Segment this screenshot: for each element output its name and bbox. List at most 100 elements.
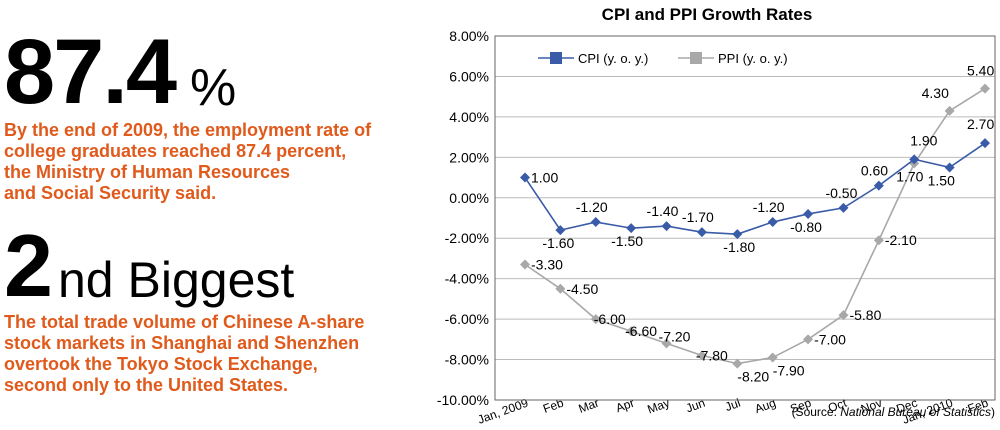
description-line: college graduates reached 87.4 percent, <box>4 141 347 161</box>
data-label: -1.80 <box>723 239 755 255</box>
source-note: (Source: National Bureau of Statistics) <box>792 405 995 419</box>
data-point <box>661 221 672 232</box>
x-tick-label: Feb <box>966 396 991 416</box>
percent-sign: % <box>190 59 237 117</box>
data-point <box>555 225 566 236</box>
data-label: -1.60 <box>542 235 574 251</box>
data-label: 1.50 <box>928 172 955 188</box>
data-label: 1.90 <box>910 132 937 148</box>
data-point <box>520 259 530 270</box>
description-line: By the end of 2009, the employment rate … <box>4 120 372 140</box>
rank-number: 2 <box>4 216 53 315</box>
x-tick-label: Jun <box>684 396 707 416</box>
source-suffix: ) <box>991 405 995 419</box>
chart-title: CPI and PPI Growth Rates <box>602 5 813 24</box>
cpi-series: 1.00-1.60-1.20-1.50-1.40 -1.70-1.80-1.20-… <box>520 116 994 255</box>
y-tick-label: 0.00% <box>449 190 489 206</box>
source-prefix: (Source: <box>792 405 841 419</box>
data-label: -7.90 <box>773 363 805 379</box>
y-tick-label: 8.00% <box>449 28 489 44</box>
y-tick-label: -2.00% <box>445 230 489 246</box>
data-point <box>873 235 884 246</box>
data-point <box>661 338 672 349</box>
data-label: -7.80 <box>696 348 728 364</box>
series-line <box>524 87 986 365</box>
plot-border <box>494 35 996 401</box>
data-point <box>803 334 814 345</box>
data-label: -4.50 <box>566 281 598 297</box>
data-point <box>980 138 990 149</box>
x-tick-label: Apr <box>614 396 636 416</box>
data-label: -7.20 <box>659 328 691 344</box>
data-point <box>873 180 884 191</box>
description-line: second only to the United States. <box>4 375 289 395</box>
rank-suffix: nd Biggest <box>58 252 295 308</box>
data-point <box>555 283 566 294</box>
x-tick-label: Nov <box>859 396 884 416</box>
data-point <box>696 227 707 238</box>
description-line: overtook the Tokyo Stock Exchange, <box>4 354 318 374</box>
data-label: 1.70 <box>896 168 923 184</box>
y-axis-ticks: 8.00% 6.00% 4.00% 2.00% 0.00% -2.00% -4.00% -6.… <box>437 28 489 408</box>
y-tick-label: -8.00% <box>445 352 489 368</box>
legend: CPI (y. o. y.) PPI (y. o. y.) <box>538 51 788 66</box>
data-point <box>520 172 530 183</box>
x-tick-label: Jul <box>723 396 742 414</box>
y-tick-label: 6.00% <box>449 68 489 84</box>
description-line: stock markets in Shanghai and Shenzhen <box>4 333 360 353</box>
data-label: -6.00 <box>594 311 626 327</box>
data-label: 4.30 <box>922 85 949 101</box>
data-point <box>838 310 849 321</box>
source-name: National Bureau of Statistics <box>840 405 991 419</box>
growth-rate-chart: CPI and PPI Growth Rates 8.00% 6.00% 4.00%… <box>437 5 996 427</box>
description-line: The total trade volume of Chinese A-shar… <box>4 312 365 332</box>
data-point <box>909 154 920 165</box>
data-point <box>626 223 637 234</box>
stats-panel: 87.4 % By the end of 2009, the employmen… <box>0 0 410 425</box>
x-tick-label: Sep <box>788 396 813 417</box>
data-point <box>803 208 814 219</box>
data-point <box>944 162 955 173</box>
data-label: 0.60 <box>861 163 888 179</box>
data-label: 2.70 <box>967 116 994 132</box>
data-point <box>732 229 743 240</box>
data-label: -1.20 <box>753 199 785 215</box>
data-label: -1.20 <box>576 199 608 215</box>
data-point <box>590 314 601 325</box>
data-point <box>696 350 707 361</box>
data-label: 1.00 <box>531 170 558 186</box>
y-tick-label: -4.00% <box>445 271 489 287</box>
data-point <box>980 83 990 94</box>
data-point <box>732 358 743 369</box>
data-point <box>838 202 849 213</box>
data-label: -1.70 <box>682 209 714 225</box>
chart-area: CPI and PPI Growth Rates 8.00% 6.00% 4.00%… <box>410 0 1000 427</box>
data-label: -2.10 <box>885 232 917 248</box>
data-point <box>767 352 778 363</box>
data-label: -1.50 <box>611 233 643 249</box>
data-label: -5.80 <box>849 307 881 323</box>
series-line <box>524 142 986 235</box>
data-label: -3.30 <box>531 257 563 273</box>
legend-label: PPI (y. o. y.) <box>718 51 788 66</box>
x-tick-label: Mar <box>577 396 601 416</box>
y-tick-label: -6.00% <box>445 311 489 327</box>
data-label: -7.00 <box>814 331 846 347</box>
data-label: -0.80 <box>790 219 822 235</box>
data-point <box>767 217 778 228</box>
legend-label: CPI (y. o. y.) <box>578 51 648 66</box>
x-tick-label: May <box>645 396 671 417</box>
data-label: -1.40 <box>647 203 679 219</box>
y-tick-label: 2.00% <box>449 149 489 165</box>
employment-rate-number: 87.4 <box>4 21 177 123</box>
y-tick-label: 4.00% <box>449 109 489 125</box>
legend-marker <box>690 52 702 64</box>
legend-marker <box>550 52 562 64</box>
employment-rate-description: By the end of 2009, the employment rate … <box>4 120 409 204</box>
data-label: -6.60 <box>625 323 657 339</box>
description-line: the Ministry of Human Resources <box>4 162 291 182</box>
description-line: and Social Security said. <box>4 183 217 203</box>
data-point <box>626 326 637 337</box>
stock-market-description: The total trade volume of Chinese A-shar… <box>4 312 409 396</box>
x-tick-label: Aug <box>753 396 778 416</box>
